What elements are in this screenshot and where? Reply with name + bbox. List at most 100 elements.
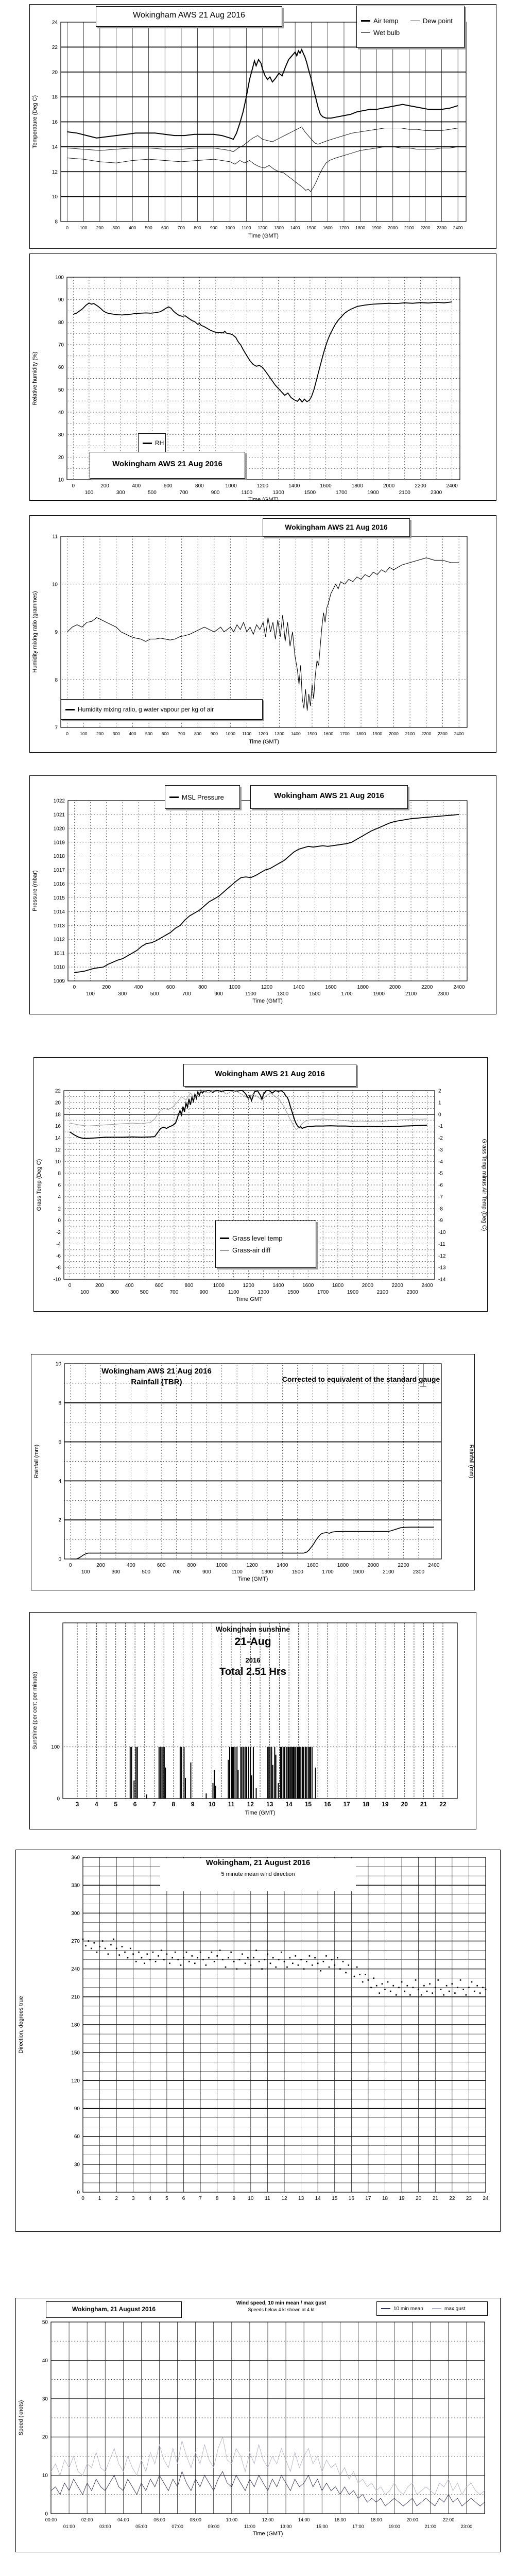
x-tick-label: 400 (134, 985, 143, 990)
x-tick-label: 1500 (309, 991, 321, 997)
x-tick-label: 600 (162, 731, 169, 736)
y-axis-label: Speed (knots) (18, 2400, 24, 2435)
x-tick-label: 800 (185, 1283, 194, 1289)
chart-title-line: Total 2.51 Hrs (219, 1666, 286, 1677)
x-tick-label: 14 (285, 1801, 293, 1808)
y-tick-label: 40 (42, 2358, 48, 2364)
x-tick-label: 23 (466, 2196, 472, 2201)
x-tick-label: 100 (86, 991, 95, 997)
legend-item: MSL Pressure (169, 793, 235, 801)
y-tick-label: 10 (58, 478, 64, 483)
x-tick-label: 10:00 (226, 2517, 238, 2522)
x-tick-label: 700 (179, 490, 188, 496)
y-tick-label: 70 (58, 343, 64, 348)
y2-tick-label: -7 (438, 1194, 443, 1200)
x-tick-label: 2000 (383, 483, 395, 489)
x-tick-label: 16 (349, 2196, 355, 2201)
title-box: Wokingham AWS 21 Aug 2016 (183, 1064, 356, 1087)
x-tick-label: 12 (247, 1801, 254, 1808)
y-tick-label: 30 (74, 2162, 80, 2167)
x-tick-label: 1900 (373, 991, 385, 997)
y2-axis-label: Grass Temp minus Air Temp (Deg C) (481, 1139, 487, 1231)
legend-item-label: MSL Pressure (182, 793, 224, 801)
legend-box: 10 min mean max gust (376, 2301, 488, 2316)
series-sunshine-percent-per-minute (129, 1747, 316, 1799)
x-tick-label: 1300 (258, 1290, 269, 1295)
chart-title-line: Wokingham, 21 August 2016 (205, 1858, 311, 1867)
x-tick-label: 0 (72, 483, 75, 489)
x-tick-label: 800 (195, 483, 204, 489)
x-tick-label: 100 (80, 1290, 89, 1295)
chart-sunshine: 0 100 3 4 5 6 7 8 9 10 11 12 13 14 15 16 17 18 19 20 21 22 Tim… (29, 1612, 476, 1829)
x-tick-label: 1800 (337, 1563, 349, 1568)
series-grass-air-diff (70, 1090, 427, 1130)
y-tick-label: 11 (53, 534, 58, 540)
y-tick-label: 18 (55, 1112, 61, 1117)
x-tick-label: 700 (172, 1569, 181, 1575)
series-rainfall-cumulative (70, 1527, 434, 1560)
x-tick-label: 1000 (226, 483, 237, 489)
x-tick-label: 0 (81, 2196, 84, 2201)
x-tick-label: 10 (209, 1801, 216, 1808)
title-box: Wokingham AWS 21 Aug 2016 (90, 452, 245, 479)
chart-title-line: Speeds below 4 kt shown at 4 kt (248, 2307, 315, 2312)
x-tick-label: 2000 (362, 1283, 374, 1289)
y-tick-label: 270 (71, 1939, 80, 1944)
legend-box: RH (138, 433, 166, 453)
chart-rainfall: 0 2 4 6 8 10 0 100 200 300 400 500 600 700 800 900 1000 1… (31, 1354, 475, 1590)
x-tick-label: 19 (382, 1801, 389, 1808)
chart-wind-speed: 0 10 20 30 40 50 00:00 01:00 02:00 03:00 04:00 05:0… (15, 2298, 501, 2552)
x-tick-label: 1500 (304, 490, 316, 496)
legend-item: RH (143, 439, 164, 447)
x-tick-label: 1300 (277, 991, 289, 997)
chart-wind-direction: 0 30 60 90 120 150 180 210 240 270 300 330 360 0 1 2 3 4 5… (15, 1850, 501, 2232)
y-tick-label: 1016 (54, 882, 65, 887)
x-tick-label: 600 (155, 1283, 164, 1289)
pressure-plot: 1009 1010 1011 1012 1013 1014 1015 1016 1017 1018… (32, 799, 468, 1004)
x-tick-label: 400 (132, 483, 141, 489)
series-max-gust (50, 2436, 485, 2495)
x-tick-label: 1900 (367, 490, 379, 496)
x-tick-label: 100 (81, 1569, 90, 1575)
x-tick-label: 1400 (277, 1563, 288, 1568)
x-tick-label: 2400 (453, 985, 465, 990)
x-tick-label: 1400 (272, 1283, 284, 1289)
y-tick-label: 12 (52, 170, 58, 175)
x-tick-label: 1800 (357, 985, 369, 990)
x-tick-label: 800 (187, 1563, 196, 1568)
legend-item: Air temp (361, 17, 410, 25)
chart-title-line: Wokingham AWS 21 Aug 2016 (101, 1367, 212, 1376)
y-tick-label: -8 (56, 1265, 61, 1271)
chart-title-line: Wokingham AWS 21 Aug 2016 (274, 791, 384, 800)
x-tick-label: 12:00 (262, 2517, 274, 2522)
x-tick-label: 10 (248, 2196, 254, 2201)
legend-item: Grass level temp (220, 1234, 312, 1242)
plot-frame (67, 800, 468, 981)
title-box: Wokingham AWS 21 Aug 2016 (96, 6, 282, 27)
legend-item: Dew point (410, 17, 460, 25)
legend-item: max gust (432, 2306, 483, 2312)
x-tick-label: 100 (85, 490, 94, 496)
x-tick-label: 0 (69, 1563, 72, 1568)
y2-tick-label: -13 (438, 1265, 446, 1271)
legend-box: Grass level temp Grass-air diff (215, 1221, 316, 1268)
x-tick-label: 1500 (307, 731, 317, 736)
relative-humidity-plot: 1020304050607080901000100200300400500600… (32, 275, 460, 500)
y2-tick-label: -12 (438, 1253, 446, 1259)
x-tick-label: 2100 (404, 225, 414, 230)
x-tick-label: 200 (102, 985, 111, 990)
x-tick-label: 500 (145, 225, 152, 230)
x-tick-label: 2200 (392, 1283, 404, 1289)
y-tick-label: 1014 (54, 909, 65, 915)
y2-tick-label: -4 (438, 1159, 443, 1165)
x-axis-label: Time (GMT) (238, 1576, 268, 1582)
x-tick-label: 9 (232, 2196, 235, 2201)
x-tick-label: 2200 (421, 225, 431, 230)
x-tick-label: 4 (95, 1801, 98, 1808)
x-tick-label: 0 (73, 985, 76, 990)
x-tick-label: 900 (199, 1290, 208, 1295)
x-tick-label: 1000 (216, 1563, 228, 1568)
x-tick-label: 19 (399, 2196, 405, 2201)
